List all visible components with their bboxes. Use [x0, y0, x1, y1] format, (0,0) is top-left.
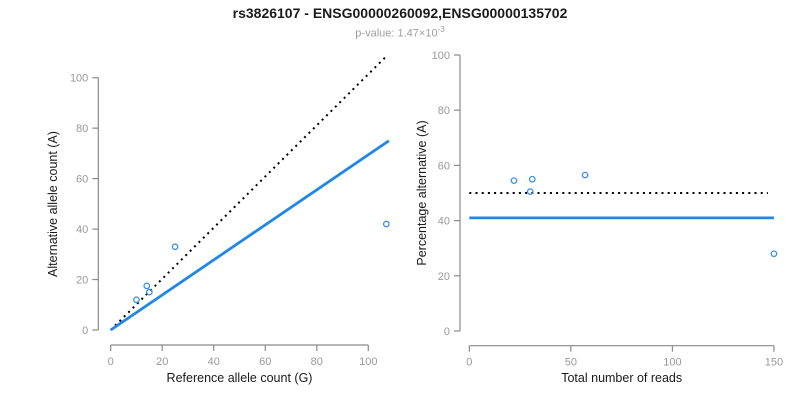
- data-point: [133, 296, 140, 304]
- x-tick-label: 0: [466, 357, 472, 369]
- y-axis-label: Percentage alternative (A): [415, 120, 429, 265]
- y-tick-label: 20: [438, 271, 450, 283]
- x-tick-label: 150: [765, 357, 783, 369]
- y-tick-label: 40: [76, 224, 88, 236]
- y-tick-label: 0: [444, 326, 450, 338]
- data-point: [526, 188, 534, 195]
- x-axis-label: Reference allele count (G): [167, 371, 313, 385]
- data-point: [143, 282, 151, 290]
- y-tick-label: 80: [438, 105, 450, 117]
- y-tick-label: 0: [82, 325, 88, 337]
- data-point: [171, 243, 179, 251]
- x-tick-label: 80: [311, 356, 323, 368]
- figure-title: rs3826107 - ENSG00000260092,ENSG00000135…: [232, 5, 568, 21]
- y-axis-label: Alternative allele count (A): [46, 131, 60, 277]
- data-point: [382, 220, 390, 228]
- x-tick-label: 100: [359, 356, 377, 368]
- y-tick-label: 80: [76, 123, 88, 135]
- y-tick-label: 40: [438, 216, 450, 228]
- y-tick-label: 20: [76, 275, 88, 287]
- y-tick-label: 100: [70, 73, 88, 85]
- x-tick-label: 60: [259, 356, 271, 368]
- data-point: [510, 177, 518, 184]
- x-tick-label: 0: [108, 356, 114, 368]
- data-point: [145, 288, 153, 296]
- data-point: [528, 175, 536, 183]
- fitted-ratio-line: [109, 139, 390, 332]
- left-scatter-panel: 0 20 40 60 80 100 0 20 40 60 80 100 Reference allele…: [46, 54, 390, 385]
- x-tick-label: 100: [663, 357, 681, 369]
- pvalue-exponent: -3: [437, 25, 445, 34]
- x-axis-label: Total number of reads: [561, 371, 682, 385]
- pvalue-text: p-value: 1.47×10: [355, 27, 438, 40]
- figure-subtitle: p-value: 1.47×10-3: [0, 25, 800, 40]
- y-tick-label: 60: [76, 174, 88, 186]
- y-tick-label: 60: [438, 160, 450, 172]
- data-point: [581, 171, 589, 179]
- right-scatter-panel: 0 50 100 150 0 20 40 60 80 100 Total number of rea…: [415, 50, 783, 385]
- identity-line: [109, 54, 389, 331]
- y-tick-label: 100: [432, 50, 450, 62]
- data-point: [770, 250, 778, 258]
- x-tick-label: 50: [565, 357, 577, 369]
- x-tick-label: 20: [156, 356, 168, 368]
- x-tick-label: 40: [208, 356, 220, 368]
